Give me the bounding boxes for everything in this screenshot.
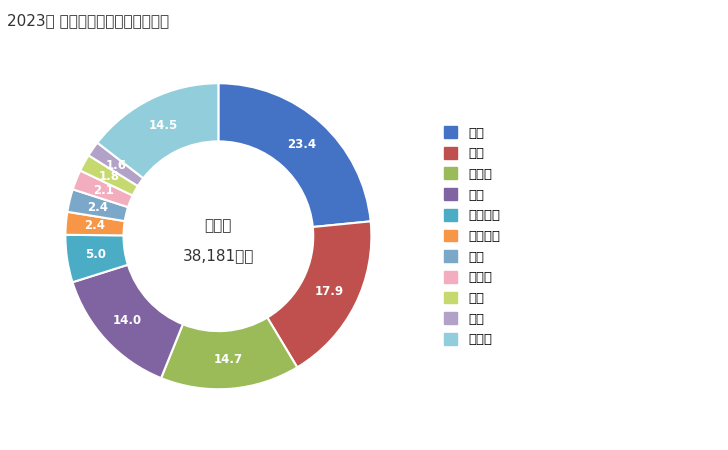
Wedge shape bbox=[267, 221, 371, 367]
Text: 1.6: 1.6 bbox=[106, 159, 127, 172]
Text: 14.7: 14.7 bbox=[213, 353, 242, 366]
Wedge shape bbox=[89, 143, 143, 186]
Wedge shape bbox=[66, 212, 124, 235]
Text: 2023年 輸出相手国のシェア（％）: 2023年 輸出相手国のシェア（％） bbox=[7, 14, 170, 28]
Wedge shape bbox=[73, 265, 183, 378]
Wedge shape bbox=[73, 171, 132, 207]
Wedge shape bbox=[218, 83, 371, 227]
Wedge shape bbox=[66, 235, 128, 282]
Legend: 中国, 米国, インド, 台湾, ベルギー, オランダ, 韓国, ドイツ, 英国, 香港, その他: 中国, 米国, インド, 台湾, ベルギー, オランダ, 韓国, ドイツ, 英国… bbox=[440, 122, 504, 350]
Text: 38,181万円: 38,181万円 bbox=[183, 249, 254, 264]
Text: 2.4: 2.4 bbox=[84, 219, 106, 232]
Text: 1.8: 1.8 bbox=[99, 170, 120, 183]
Wedge shape bbox=[161, 318, 297, 389]
Wedge shape bbox=[98, 83, 218, 178]
Wedge shape bbox=[80, 155, 138, 195]
Text: 総　額: 総 額 bbox=[205, 218, 232, 233]
Text: 14.0: 14.0 bbox=[113, 314, 142, 327]
Wedge shape bbox=[68, 189, 128, 221]
Text: 2.1: 2.1 bbox=[92, 184, 114, 197]
Text: 17.9: 17.9 bbox=[314, 285, 344, 298]
Text: 14.5: 14.5 bbox=[149, 118, 178, 131]
Text: 2.4: 2.4 bbox=[87, 201, 108, 214]
Text: 5.0: 5.0 bbox=[85, 248, 106, 261]
Text: 23.4: 23.4 bbox=[287, 138, 316, 151]
